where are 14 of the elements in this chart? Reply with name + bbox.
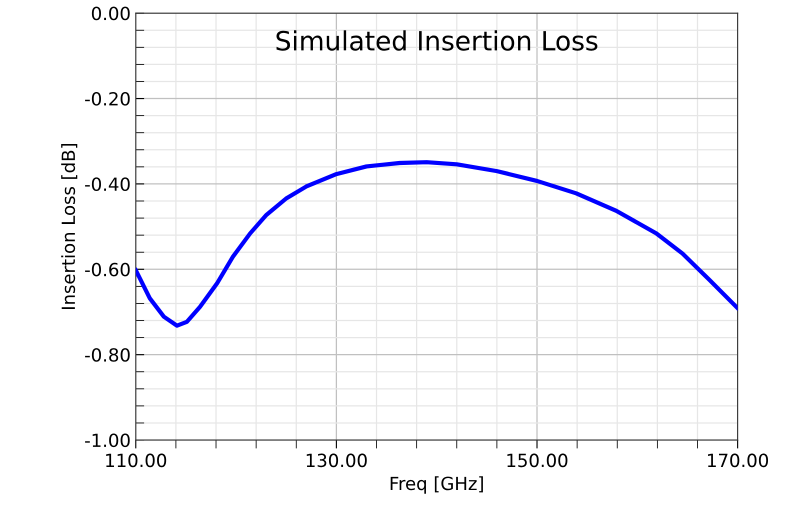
x-tick-label: 170.00 <box>708 454 768 468</box>
y-tick-label: -1.00 <box>85 434 130 448</box>
y-tick-label: -0.80 <box>85 348 130 362</box>
y-tick-label: -0.20 <box>85 92 130 106</box>
line-series <box>136 160 738 328</box>
y-tick-label: 0.00 <box>92 6 130 20</box>
y-tick-label: -0.40 <box>85 177 130 192</box>
y-tick-label: -0.60 <box>85 262 130 276</box>
x-tick-label: 110.00 <box>106 454 166 468</box>
x-tick-label: 130.00 <box>306 454 367 468</box>
x-axis-title: Freq [GHz] <box>390 476 483 494</box>
text: Simulated Insertion Loss <box>276 30 598 51</box>
x-tick-label: 150.00 <box>507 454 568 468</box>
y-axis-title: Insertion Loss [dB] <box>61 144 78 309</box>
